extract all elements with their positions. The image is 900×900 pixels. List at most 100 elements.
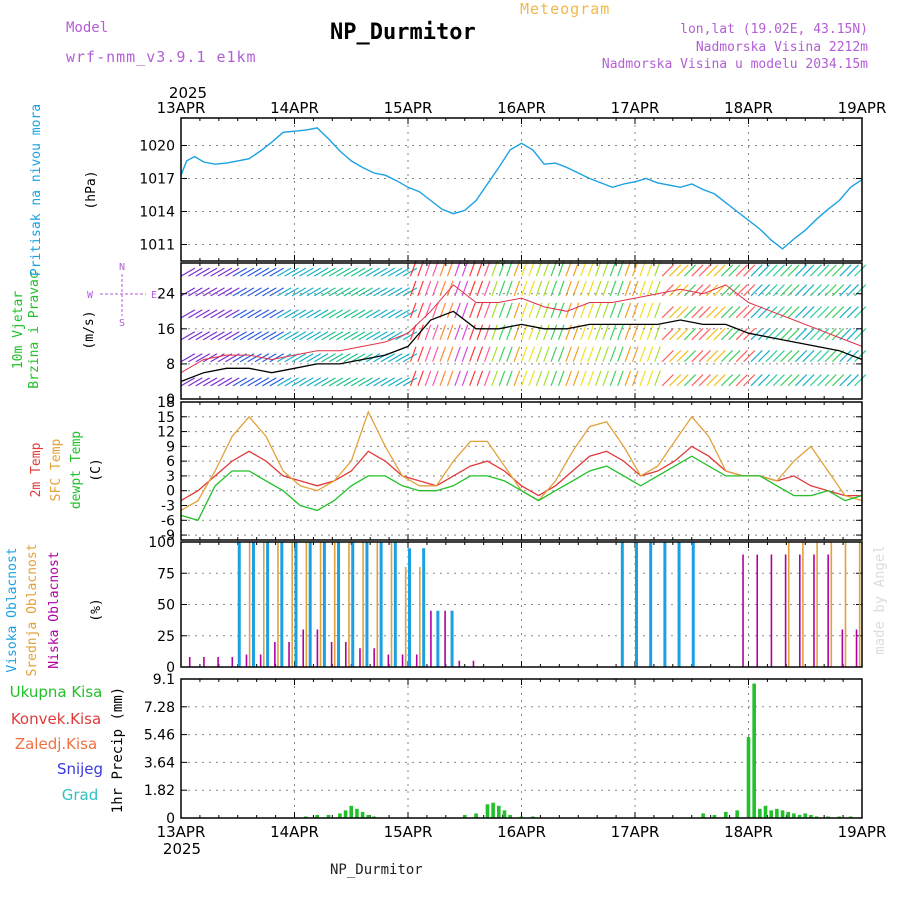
precip-legend-2: Zaledj.Kisa [15, 735, 97, 753]
precip-bar [814, 816, 819, 818]
wind-barb [461, 324, 469, 340]
precip-bar [763, 805, 768, 818]
wind-barb [498, 370, 506, 387]
wind-barb [728, 264, 741, 277]
wind-barb [706, 264, 719, 277]
cloud-bar-2 [288, 642, 290, 667]
cloud-bar-2 [472, 660, 475, 667]
wind-barb [306, 267, 321, 277]
wind-barb [535, 346, 543, 362]
wind-barb [698, 328, 711, 341]
wind-barb [262, 331, 277, 341]
y-tick-label: 7.28 [144, 700, 175, 716]
wind-barb [646, 280, 654, 297]
wind-barb [683, 349, 697, 363]
wind-barb [202, 267, 218, 277]
wind-barb [491, 370, 498, 387]
wind-barb [232, 309, 247, 319]
temp-unit-label: (C) [89, 458, 104, 481]
wind-barb [262, 377, 277, 387]
wind-barb [698, 306, 711, 319]
wind-barb [676, 306, 689, 319]
wind-barb [587, 324, 595, 340]
wind-barb [276, 287, 292, 297]
wind-barb [476, 370, 484, 387]
wind-barb [336, 309, 351, 319]
wind-barb [188, 287, 203, 297]
precip-bar [474, 813, 478, 818]
wind-barb [817, 349, 830, 363]
wind-barb [291, 353, 307, 363]
wind-barb [794, 264, 808, 277]
wind-barb [284, 331, 299, 341]
y-tick-label: 12 [157, 425, 175, 441]
wind-barb [594, 280, 602, 297]
wind-barb [380, 353, 396, 363]
wind-barb [683, 328, 697, 341]
wind-barb [624, 302, 632, 319]
wind-barb [328, 353, 344, 363]
cloud-bar-0 [691, 542, 695, 667]
y-tick-label: 16 [157, 322, 175, 338]
wind-dir-n-label: N [119, 262, 125, 273]
wind-barb [276, 309, 292, 319]
top-time-label: 18APR [724, 99, 773, 117]
wind-barb [757, 374, 771, 387]
wind-barb [446, 346, 454, 362]
wind-barb [373, 377, 388, 387]
wind-barb [210, 377, 225, 387]
y-tick-label: 3 [166, 469, 175, 485]
wind-barb [439, 370, 447, 387]
wind-barb [765, 306, 778, 319]
wind-barb [839, 328, 852, 341]
wind-barb [336, 287, 351, 297]
y-tick-label: 75 [157, 566, 175, 582]
wind-barb [661, 264, 674, 277]
wind-barb [528, 346, 535, 362]
wind-barb [395, 309, 410, 319]
wind-barb [506, 324, 513, 340]
cloud-bar-2 [344, 642, 347, 667]
bottom-time-label: 13APR [157, 823, 206, 841]
wind-barb [572, 302, 580, 319]
precip-bar [497, 805, 501, 818]
precip-bar [848, 816, 853, 818]
wind-barb [476, 302, 484, 319]
wind-barb [839, 306, 852, 319]
wind-barb [402, 267, 418, 277]
wind-barb [594, 346, 602, 362]
wind-barb [550, 346, 558, 362]
cloud-bar-1 [333, 542, 336, 667]
wind-barb [743, 349, 756, 363]
footer-station: NP_Durmitor [330, 862, 423, 878]
wind-barb [750, 264, 763, 277]
wind-barb [402, 377, 418, 387]
wind-barb [720, 306, 734, 319]
wind-barb [446, 324, 454, 340]
precip-bar [502, 810, 507, 818]
wind-barb [654, 346, 661, 362]
cloud-bar-1 [858, 542, 861, 667]
wind-barb [535, 280, 543, 297]
wind-barb [409, 302, 417, 319]
wind-barb [387, 287, 403, 297]
wind-barb [520, 370, 528, 387]
wind-barb [787, 306, 800, 319]
wind-barb [594, 370, 602, 387]
wind-barb [402, 287, 418, 297]
cloud-low-axis-title: Niska Oblacnost [47, 551, 62, 668]
wind-barb [631, 324, 639, 340]
wind-barb [491, 324, 498, 340]
wind-barb [691, 328, 704, 341]
wind-barb [483, 302, 491, 319]
cloud-bar-1 [802, 542, 804, 667]
top-time-label: 19APR [838, 99, 887, 117]
wind-barb [543, 370, 550, 387]
wind-barb [269, 309, 284, 319]
wind-barb [698, 349, 711, 363]
wind-barb [565, 370, 572, 387]
wind-barb [299, 331, 314, 341]
cloud-bar-1 [305, 542, 308, 667]
wind-barb [839, 374, 852, 387]
wind-barb [402, 309, 418, 319]
